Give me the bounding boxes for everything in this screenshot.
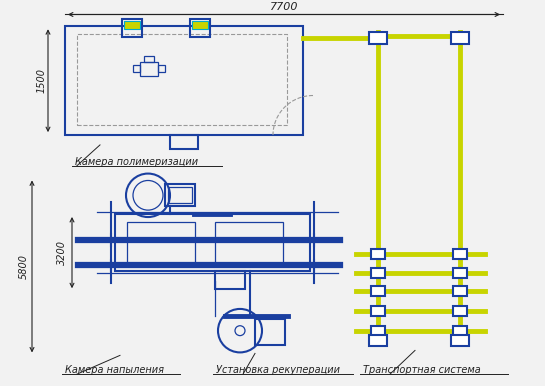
Text: Камера полимеризации: Камера полимеризации: [75, 157, 198, 167]
Bar: [144, 56, 154, 62]
Bar: [124, 21, 140, 29]
Bar: [215, 271, 245, 289]
Bar: [77, 34, 287, 125]
Bar: [371, 326, 385, 335]
Bar: [133, 65, 140, 72]
Bar: [369, 32, 387, 44]
Text: 3200: 3200: [57, 240, 67, 265]
Bar: [453, 268, 467, 278]
Bar: [165, 185, 195, 206]
Bar: [170, 135, 198, 149]
Text: 1500: 1500: [37, 68, 47, 93]
Bar: [371, 249, 385, 259]
Bar: [190, 19, 210, 37]
Bar: [453, 286, 467, 296]
Text: Установка рекуперации: Установка рекуперации: [216, 365, 340, 375]
Bar: [451, 335, 469, 347]
Bar: [168, 187, 192, 203]
Bar: [215, 222, 283, 264]
Bar: [122, 19, 142, 37]
Bar: [158, 65, 165, 72]
Bar: [371, 306, 385, 316]
Bar: [192, 21, 208, 29]
Bar: [453, 306, 467, 316]
Text: 7700: 7700: [270, 2, 298, 12]
Bar: [369, 335, 387, 347]
Text: Камера напыления: Камера напыления: [65, 365, 164, 375]
Bar: [451, 32, 469, 44]
Bar: [192, 21, 208, 29]
Bar: [115, 214, 310, 271]
Text: Транспортная система: Транспортная система: [363, 365, 481, 375]
Bar: [65, 26, 303, 135]
Bar: [371, 286, 385, 296]
Bar: [140, 62, 158, 76]
Bar: [453, 249, 467, 259]
Bar: [127, 222, 195, 264]
Text: 5800: 5800: [19, 254, 29, 279]
Bar: [371, 268, 385, 278]
Bar: [255, 319, 285, 344]
Bar: [453, 326, 467, 335]
Bar: [124, 21, 140, 29]
